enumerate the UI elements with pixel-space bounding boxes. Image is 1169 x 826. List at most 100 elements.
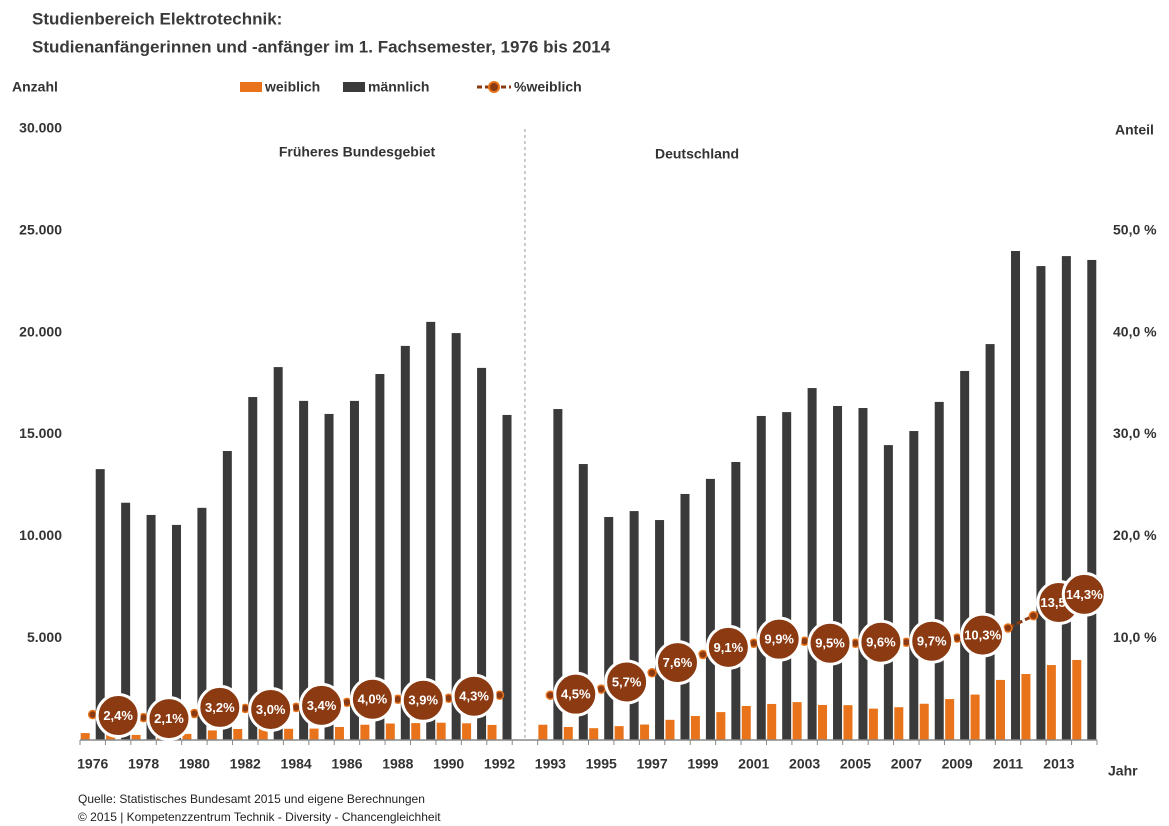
data-label: 4,0% <box>358 692 388 707</box>
point <box>901 637 912 647</box>
bar <box>970 694 980 740</box>
data-label: 14,3% <box>1066 587 1103 602</box>
bar <box>131 734 141 740</box>
x-tick-label: 1999 <box>687 756 718 772</box>
point <box>189 708 200 719</box>
y-tick-label: 20.000 <box>19 323 62 339</box>
bar <box>106 734 116 740</box>
annotation: Deutschland <box>655 146 739 162</box>
bar <box>563 726 573 740</box>
bar <box>792 702 802 740</box>
bar <box>146 514 156 740</box>
y-tick-label: 10.000 <box>19 527 62 543</box>
bar <box>868 708 878 740</box>
bar <box>80 733 90 740</box>
bar <box>258 728 268 740</box>
data-label: 4,3% <box>459 689 489 704</box>
bar <box>665 719 675 740</box>
point <box>698 649 708 660</box>
bar <box>182 733 192 740</box>
point <box>596 684 606 694</box>
bar <box>477 367 487 740</box>
bar <box>487 724 497 740</box>
label-badge <box>756 616 802 662</box>
y2-tick-label: 20,0 % <box>1113 527 1157 543</box>
bar <box>553 409 563 740</box>
x-tick-label: 2011 <box>993 756 1024 772</box>
legend-label: männlich <box>368 79 429 95</box>
bar <box>782 412 792 740</box>
point <box>494 690 505 700</box>
y-axis-label: Anzahl <box>12 79 58 95</box>
y2-tick-label: 10,0 % <box>1113 629 1157 645</box>
x-tick-label: 1992 <box>484 756 515 772</box>
x-tick-label: 1990 <box>433 756 464 772</box>
bar <box>375 374 385 740</box>
data-label: 3,4% <box>307 698 337 713</box>
point <box>138 712 149 723</box>
bar <box>996 679 1006 740</box>
x-axis-label: Jahr <box>1108 763 1138 779</box>
data-label: 9,7% <box>917 634 947 649</box>
label-badge <box>909 618 955 664</box>
legend-label: %weiblich <box>514 79 582 95</box>
bar <box>756 415 766 740</box>
bar <box>655 520 665 740</box>
bar <box>385 723 395 740</box>
data-label: 7,6% <box>663 655 693 670</box>
x-tick-label: 2009 <box>942 756 973 772</box>
bar <box>334 726 344 740</box>
bar <box>411 723 421 740</box>
bar <box>1021 674 1031 740</box>
bar <box>171 524 181 740</box>
label-badge <box>604 659 650 705</box>
bar <box>273 367 283 740</box>
label-badge <box>95 693 141 739</box>
bar <box>233 729 243 740</box>
y2-tick-label: 30,0 % <box>1113 425 1157 441</box>
data-label: 4,5% <box>561 687 591 702</box>
bar <box>1061 256 1071 740</box>
bar <box>1046 665 1056 740</box>
label-badge <box>197 684 243 730</box>
bar <box>909 431 919 740</box>
chart-subtitle: Studienanfängerinnen und -anfänger im 1.… <box>32 37 611 56</box>
bar <box>1011 250 1021 740</box>
bar <box>436 722 446 740</box>
label-badge <box>654 640 700 686</box>
bar <box>121 502 131 740</box>
bar <box>640 724 650 740</box>
data-label: 5,7% <box>612 674 642 689</box>
point <box>749 638 759 649</box>
chart-title: Studienbereich Elektrotechnik: <box>32 9 282 28</box>
x-tick-label: 1976 <box>77 756 108 772</box>
data-label: 3,0% <box>256 702 286 717</box>
bar <box>324 413 334 740</box>
bar <box>960 370 970 740</box>
point <box>393 694 403 705</box>
bar <box>716 712 726 740</box>
label-badge <box>858 619 904 665</box>
bar <box>919 703 929 740</box>
point <box>291 702 301 713</box>
x-tick-label: 2003 <box>789 756 820 772</box>
bar <box>985 344 995 740</box>
x-tick-label: 2001 <box>738 756 769 772</box>
bar <box>818 704 828 740</box>
legend-swatch <box>343 82 365 92</box>
bar <box>1072 659 1082 740</box>
bar <box>222 450 232 740</box>
point <box>1028 611 1039 621</box>
legend-swatch <box>240 82 262 92</box>
point <box>952 633 962 643</box>
bar <box>426 321 436 740</box>
point <box>647 668 657 678</box>
bar <box>894 707 904 740</box>
bar <box>538 724 548 740</box>
source-note: Quelle: Statistisches Bundesamt 2015 und… <box>78 792 425 806</box>
data-label: 3,9% <box>408 693 438 708</box>
bar <box>858 408 868 740</box>
x-tick-label: 1980 <box>179 756 210 772</box>
bar <box>843 705 853 740</box>
